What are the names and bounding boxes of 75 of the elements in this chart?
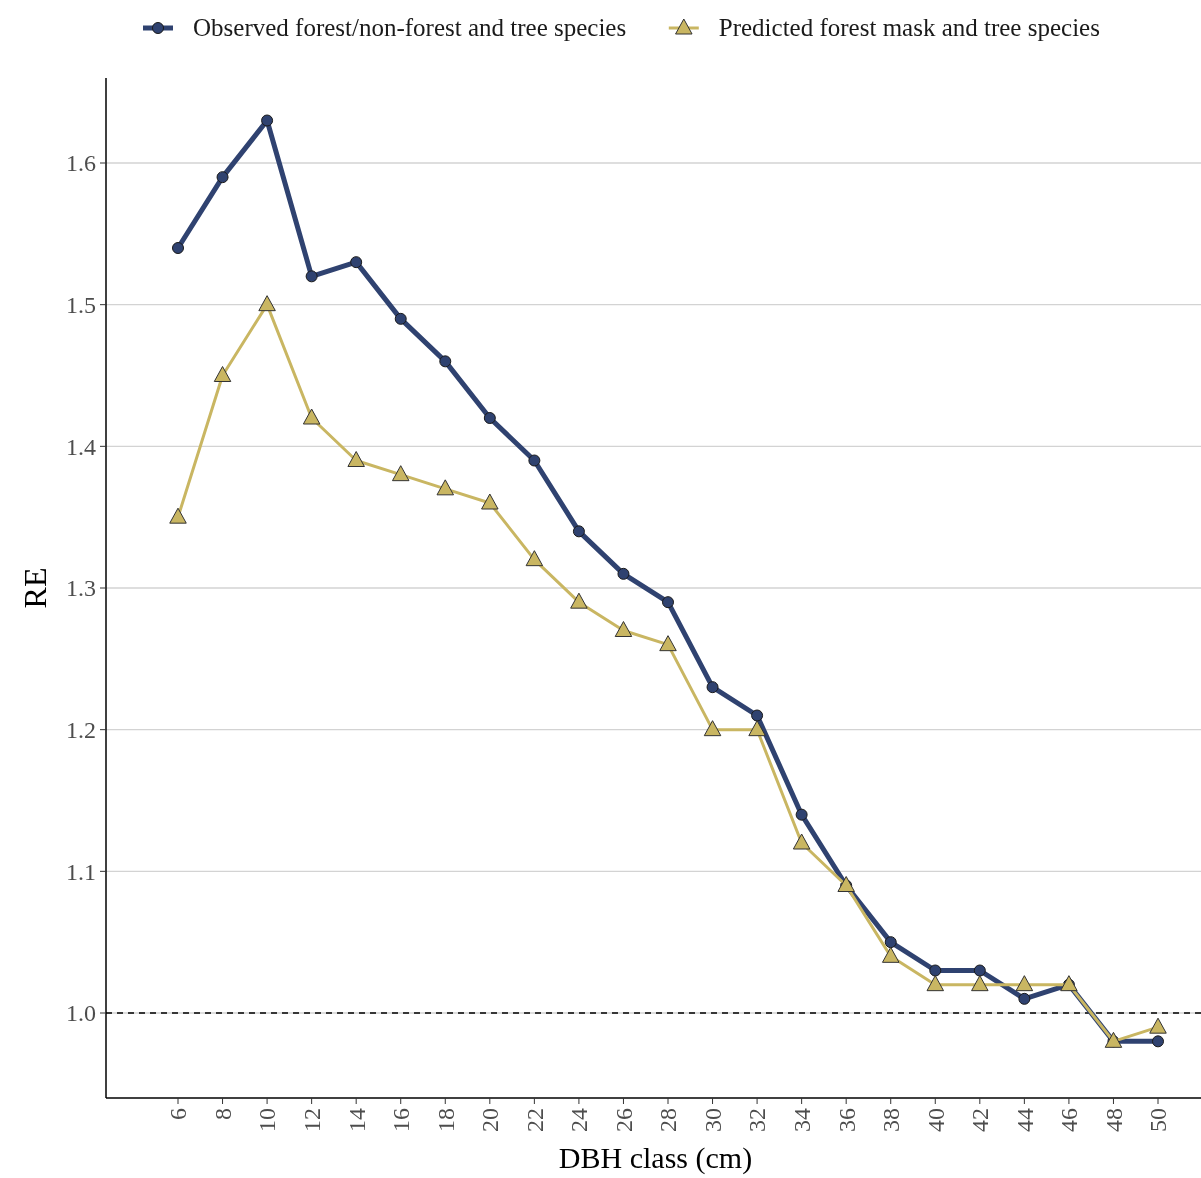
point — [302, 408, 321, 425]
x-tick-label: 32 — [744, 1108, 771, 1132]
point — [483, 412, 496, 424]
point — [706, 681, 719, 694]
point — [617, 567, 630, 580]
point — [614, 621, 633, 637]
point — [1104, 1031, 1123, 1048]
point — [1018, 992, 1031, 1005]
point — [881, 946, 900, 963]
x-tick-label: 6 — [165, 1108, 192, 1120]
x-tick-label: 44 — [1011, 1108, 1038, 1132]
point — [1015, 975, 1034, 992]
y-tick-label: 1.4 — [66, 433, 96, 460]
point — [572, 525, 585, 538]
point — [703, 720, 722, 737]
x-tick-label: 30 — [699, 1108, 726, 1132]
point — [884, 936, 897, 949]
point — [926, 975, 945, 992]
point — [258, 295, 276, 312]
x-tick-label: 34 — [789, 1108, 816, 1132]
x-tick-label: 26 — [610, 1108, 637, 1132]
point — [659, 635, 677, 652]
x-tick-label: 8 — [209, 1108, 236, 1120]
x-tick-label: 14 — [343, 1108, 370, 1132]
point — [751, 709, 764, 722]
legend-label: Predicted forest mask and tree species — [718, 14, 1100, 41]
point — [347, 451, 365, 467]
x-tick-label: 12 — [299, 1108, 326, 1132]
point — [662, 596, 674, 609]
point — [305, 270, 318, 283]
point — [1149, 1017, 1167, 1034]
point — [436, 479, 455, 496]
point — [528, 454, 541, 467]
x-tick-label: 42 — [967, 1108, 994, 1132]
x-tick-label: 22 — [521, 1108, 548, 1132]
point — [1152, 1035, 1164, 1048]
point — [439, 355, 452, 368]
point — [216, 171, 229, 184]
point — [973, 964, 986, 977]
point — [213, 366, 232, 382]
x-tick-label: 10 — [254, 1108, 281, 1132]
y-axis-title: RE — [17, 567, 53, 609]
point — [261, 114, 274, 127]
x-tick-label: 50 — [1145, 1108, 1172, 1132]
x-tick-label: 40 — [922, 1108, 949, 1132]
point — [391, 465, 410, 482]
point — [792, 833, 811, 850]
x-tick-label: 48 — [1100, 1108, 1127, 1132]
point — [929, 964, 942, 977]
point — [394, 312, 407, 325]
x-tick-label: 38 — [878, 1108, 905, 1132]
x-tick-label: 24 — [566, 1108, 593, 1132]
point — [481, 493, 499, 510]
y-tick-label: 1.3 — [66, 575, 96, 602]
y-tick-label: 1.2 — [66, 717, 96, 744]
y-tick-label: 1.6 — [66, 150, 96, 177]
point — [570, 592, 588, 609]
point — [795, 808, 808, 821]
point — [748, 720, 766, 737]
legend-label: Observed forest/non-forest and tree species — [193, 14, 627, 41]
point — [971, 975, 989, 992]
x-axis-title: DBH class (cm) — [558, 1141, 753, 1175]
y-tick-label: 1.5 — [66, 292, 96, 319]
point — [169, 507, 187, 524]
x-tick-label: 36 — [833, 1108, 860, 1132]
x-tick-label: 18 — [432, 1108, 459, 1132]
y-tick-label: 1.1 — [66, 858, 96, 885]
point — [172, 242, 184, 254]
x-tick-label: 28 — [655, 1108, 682, 1132]
x-tick-label: 20 — [477, 1108, 504, 1132]
point — [525, 550, 544, 567]
x-tick-label: 46 — [1056, 1108, 1083, 1132]
y-tick-label: 1.0 — [66, 1000, 96, 1027]
x-tick-label: 16 — [388, 1108, 415, 1132]
point — [350, 256, 363, 269]
